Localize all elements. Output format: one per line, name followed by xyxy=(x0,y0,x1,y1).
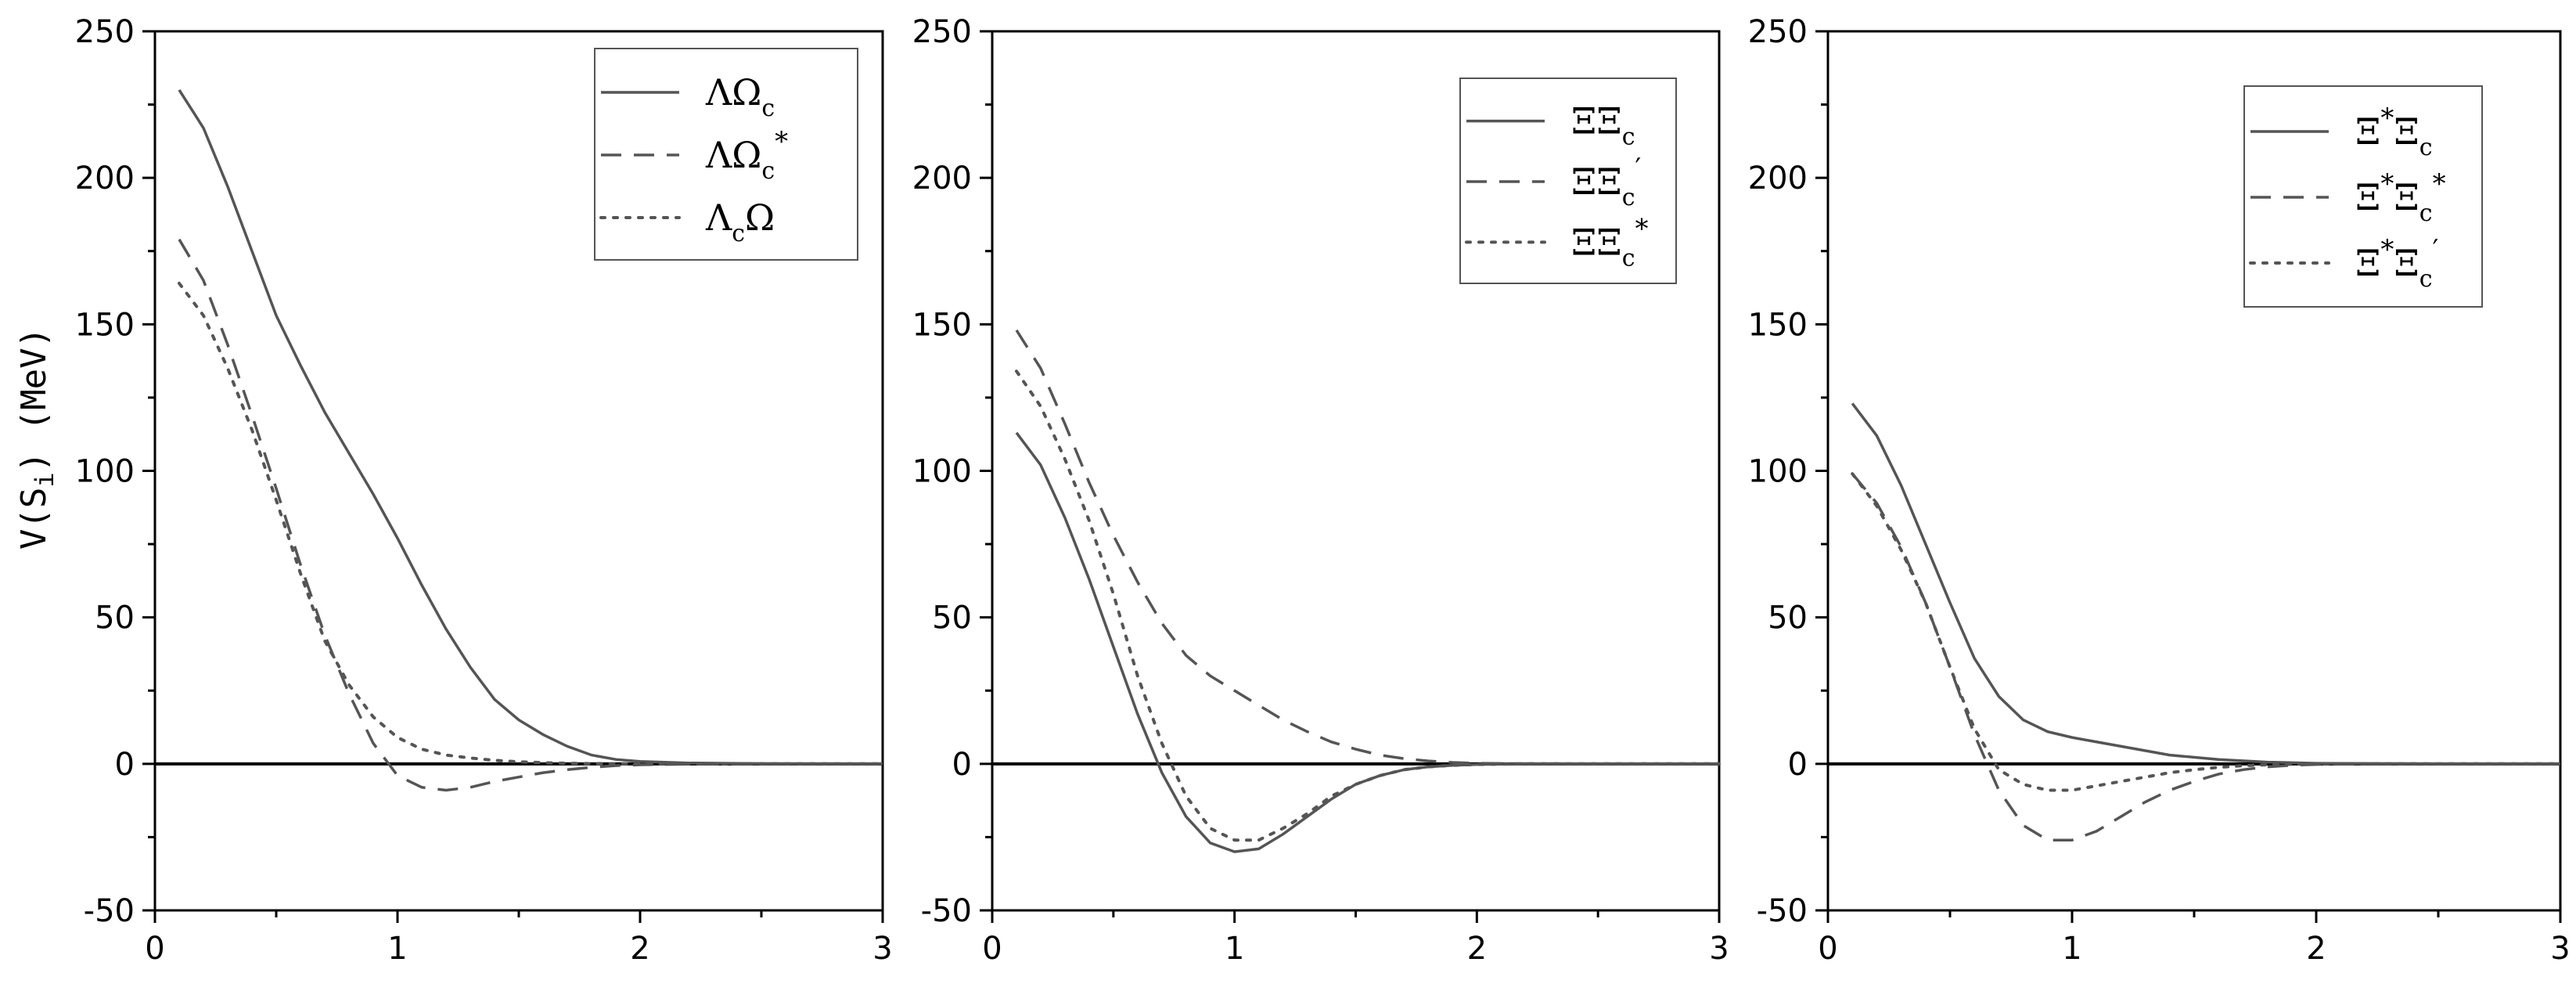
y-tick-label: 0 xyxy=(952,747,972,783)
legend-box xyxy=(1459,77,1677,284)
y-tick-label: 0 xyxy=(1788,747,1808,783)
legend-label: Ξ*Ξc xyxy=(2355,103,2433,161)
y-tick-label: 200 xyxy=(912,160,972,196)
y-tick-label: 150 xyxy=(912,307,972,343)
y-tick-label: 50 xyxy=(95,600,135,636)
series-line-solid xyxy=(1015,431,1719,853)
y-tick-label: 250 xyxy=(912,14,972,50)
y-tick-label: 200 xyxy=(1748,160,1808,196)
y-tick-label: 250 xyxy=(75,14,135,50)
x-tick-label: 0 xyxy=(145,931,164,967)
series-line-dotted xyxy=(1851,472,2562,792)
svg-text:V(Si) (MeV): V(Si) (MeV) xyxy=(14,327,59,550)
series-line-solid xyxy=(1851,402,2560,766)
y-tick-label: 50 xyxy=(1768,600,1808,636)
series-line-dotted xyxy=(178,281,884,766)
series-line-solid xyxy=(178,88,883,766)
x-tick-label: 0 xyxy=(982,931,1002,967)
y-tick-label: 100 xyxy=(75,454,135,490)
x-tick-label: 1 xyxy=(2062,931,2081,967)
legend-label: Ξ*Ξc′ xyxy=(2355,234,2438,293)
y-axis-label-end: ) (MeV) xyxy=(14,327,54,472)
legend-label: ΞΞc xyxy=(1571,100,1635,151)
y-tick-label: 150 xyxy=(75,307,135,343)
x-tick-label: 3 xyxy=(1709,931,1729,967)
x-tick-label: 1 xyxy=(1225,931,1244,967)
y-tick-label: 0 xyxy=(115,747,135,783)
y-axis-label: V(Si) (MeV) xyxy=(14,327,59,550)
y-axis-label-sub: i xyxy=(30,472,59,487)
legend-label: ΞΞc* xyxy=(1571,213,1649,272)
legend-label: ΛΩc xyxy=(705,71,775,122)
series-line-dashed xyxy=(178,238,883,792)
y-tick-label: 100 xyxy=(912,454,972,490)
y-tick-label: 150 xyxy=(1748,307,1808,343)
series-line-dashed xyxy=(1851,473,2560,841)
series-line-dotted xyxy=(1015,369,1721,842)
x-tick-label: 1 xyxy=(387,931,407,967)
y-tick-label: 250 xyxy=(1748,14,1808,50)
x-tick-label: 3 xyxy=(2550,931,2570,967)
series-line-dashed xyxy=(1015,329,1719,766)
y-tick-label: 100 xyxy=(1748,454,1808,490)
panel-3: -50 0 50 100 150 200 250 0 1 2 3 Ξ*Ξc Ξ*Ξc* Ξ*Ξc′ xyxy=(1748,14,2571,967)
x-tick-label: 2 xyxy=(630,931,649,967)
y-axis-label-text: V(S xyxy=(14,488,54,550)
x-tick-label: 2 xyxy=(2306,931,2326,967)
x-tick-label: 3 xyxy=(872,931,892,967)
legend-label: ΛcΩ xyxy=(705,196,775,247)
x-tick-label: 2 xyxy=(1467,931,1487,967)
x-tick-label: 0 xyxy=(1818,931,1837,967)
legend-label: ΞΞc′ xyxy=(1571,153,1641,211)
y-tick-label: -50 xyxy=(84,893,135,929)
legend-label: ΛΩc* xyxy=(705,126,788,185)
legend-label: Ξ*Ξc* xyxy=(2355,168,2446,227)
y-tick-label: 200 xyxy=(75,160,135,196)
y-tick-label: -50 xyxy=(1757,893,1808,929)
y-tick-label: -50 xyxy=(921,893,972,929)
y-tick-label: 50 xyxy=(932,600,972,636)
legend: Ξ*Ξc Ξ*Ξc* Ξ*Ξc′ xyxy=(2243,85,2483,308)
